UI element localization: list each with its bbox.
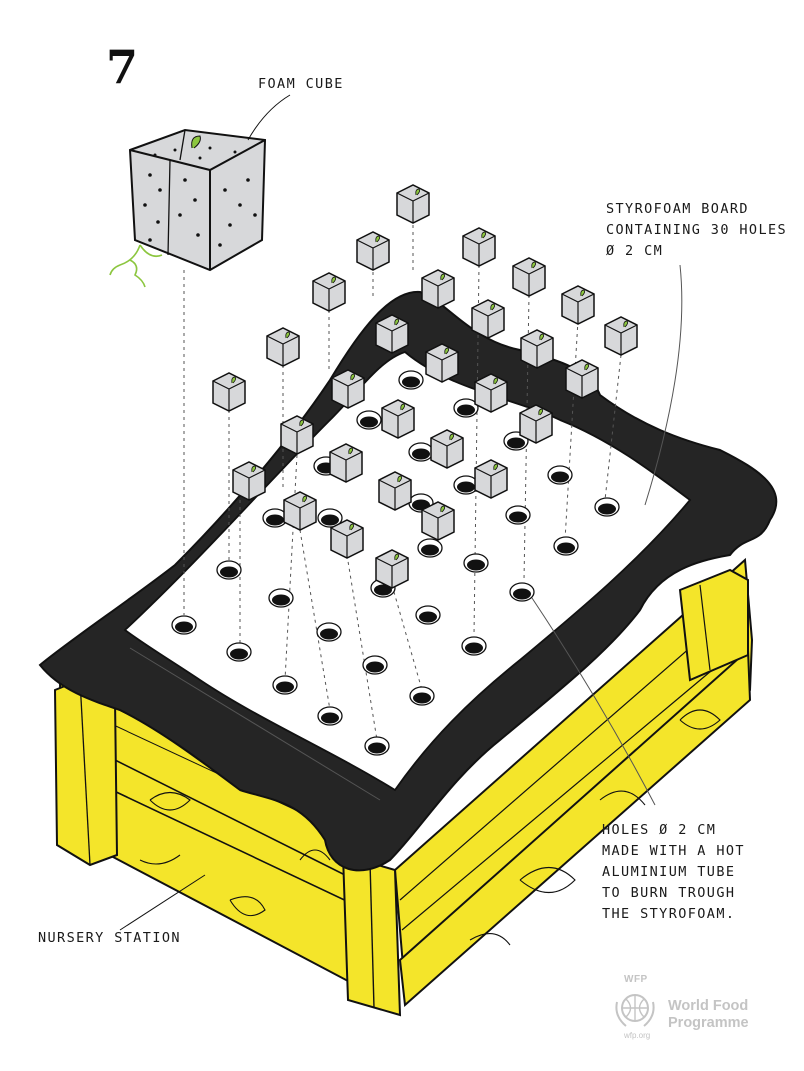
foam-cube — [266, 327, 300, 367]
step-number: 7 — [106, 40, 139, 94]
wfp-emblem-icon — [615, 994, 655, 1027]
foam-cube — [474, 373, 508, 413]
hole — [362, 655, 388, 675]
hole — [409, 686, 435, 706]
hole — [398, 370, 424, 390]
hole — [226, 642, 252, 662]
foam-cube — [512, 257, 546, 297]
foam-cube — [396, 184, 430, 224]
foam-cube — [232, 461, 266, 501]
hole — [268, 588, 294, 608]
foam-cube — [421, 269, 455, 309]
foam-cube — [425, 343, 459, 383]
frame-post-right — [678, 568, 749, 682]
foam-cube — [356, 231, 390, 271]
hole — [594, 497, 620, 517]
hole — [553, 536, 579, 556]
holes-leader-line — [531, 597, 656, 806]
hole — [171, 615, 197, 635]
hole — [408, 442, 434, 462]
nursery-station-label: NURSERY STATION — [38, 930, 181, 946]
hole — [461, 636, 487, 656]
frame-right-lower-board — [398, 647, 752, 1008]
holes-label: HOLES ø 2 CM MADE WITH A HOT ALUMINIUM T… — [602, 822, 745, 922]
foam-cube — [283, 491, 317, 531]
logo-name-line2: Programme — [668, 1015, 749, 1031]
styrofoam-board-label: STYROFOAM BOARD CONTAINING 30 HOLES ø 2 … — [606, 201, 788, 259]
foam-cube — [375, 549, 409, 589]
foam-cube — [329, 443, 363, 483]
foam-cube — [312, 272, 346, 312]
hole — [317, 706, 343, 726]
foam-cube — [519, 404, 553, 444]
hole — [417, 538, 443, 558]
foam-cube — [331, 369, 365, 409]
hole — [547, 465, 573, 485]
styrofoam-leader-line — [644, 264, 683, 506]
logo-acronym: WFP — [624, 974, 648, 985]
foam-cube — [381, 399, 415, 439]
wooden-frame — [53, 557, 754, 1017]
foam-cube — [565, 359, 599, 399]
hole — [356, 410, 382, 430]
logo-name-line1: World Food — [668, 998, 749, 1014]
foam-cube — [330, 519, 364, 559]
wfp-logo: WFP World Food Programme wfp.org — [606, 974, 766, 1044]
hole — [316, 622, 342, 642]
foam-cube — [378, 471, 412, 511]
hole — [509, 582, 535, 602]
hole — [272, 675, 298, 695]
hole — [216, 560, 242, 580]
sprout-icon — [191, 135, 201, 149]
hole — [463, 553, 489, 573]
root-icon — [109, 244, 163, 288]
hole — [364, 736, 390, 756]
foam-cube — [604, 316, 638, 356]
foam-cube — [462, 227, 496, 267]
hole — [505, 505, 531, 525]
foam-cube-label: FOAM CUBE — [258, 76, 344, 92]
foam-cube — [212, 372, 246, 412]
hole — [415, 605, 441, 625]
foam-cube — [430, 429, 464, 469]
foam-cube — [421, 501, 455, 541]
frame-post-left — [53, 678, 119, 867]
foam-cube — [471, 299, 505, 339]
foam-cube — [520, 329, 554, 369]
foam-cube — [474, 459, 508, 499]
foam-cube — [561, 285, 595, 325]
foam-cube-detail — [109, 94, 291, 288]
logo-site: wfp.org — [624, 1031, 651, 1040]
foam-cube — [375, 314, 409, 354]
foam-cube — [280, 415, 314, 455]
